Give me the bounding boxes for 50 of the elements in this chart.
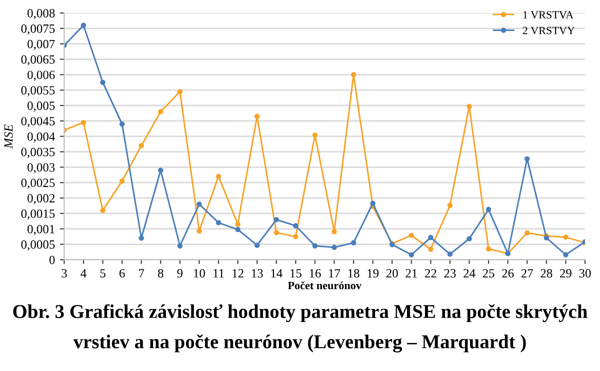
x-tick-label: 15 [290,269,302,278]
y-tick-label: 0 [49,256,55,264]
x-tick-label: 11 [214,269,224,278]
x-tick-label: 19 [368,269,379,278]
legend-label: 2 VRSTVY [522,26,575,34]
x-tick-label: 9 [177,269,183,278]
y-axis-title: MSE [4,124,13,149]
y-tick-label: 0,006 [28,70,55,81]
y-tick-label: 0,008 [28,9,55,20]
x-tick-label: 25 [482,269,494,278]
x-tick-label: 6 [119,269,125,278]
y-tick-label: 0,0025 [21,178,55,189]
x-tick-label: 3 [62,269,67,278]
y-tick-label: 0,001 [28,224,54,236]
y-tick-label: 0,003 [28,163,55,174]
x-tick-label: 23 [444,269,456,278]
y-tick-label: 0,0075 [21,24,55,35]
text: Obr. 3 Grafická závislosť hodnoty parametra MSE na počte skrytých vrstiev a na počte neurónov (Levenberg – Marquardt ) [13,304,588,352]
x-tick-label: 30 [579,269,591,278]
x-tick-label: 28 [540,269,552,278]
y-tick-label: 0,0005 [21,240,55,251]
x-tick-label: 17 [329,269,340,278]
x-tick-label: 12 [232,269,244,278]
x-tick-label: 27 [521,269,534,278]
x-tick-label: 21 [406,269,417,278]
x-tick-label: 8 [158,269,164,278]
y-tick-label: 0,0055 [21,86,55,96]
x-tick-label: 18 [348,269,360,278]
x-tick-label: 4 [80,269,86,278]
x-tick-label: 7 [139,269,144,278]
y-tick-label: 0,0035 [21,148,55,158]
legend-label: 1 VRSTVA [523,11,574,19]
x-tick-label: 5 [100,269,106,278]
y-tick-label: 0,005 [28,102,55,112]
x-tick-label: 29 [560,269,572,278]
y-tick-label: 0,002 [28,194,54,204]
y-tick-label: 0,0015 [21,209,55,220]
x-tick-label: 24 [464,269,476,278]
x-axis-title: Počet neurónov [288,281,362,290]
x-tick-label: 22 [424,269,436,278]
y-tick-label: 0,007 [28,40,55,50]
y-tick-label: 0,004 [28,132,55,143]
x-tick-label: 26 [502,269,514,278]
x-tick-label: 14 [271,269,282,278]
x-tick-label: 16 [310,269,321,278]
x-tick-label: 20 [386,269,398,278]
x-tick-label: 13 [252,269,263,278]
x-tick-label: 10 [194,269,205,278]
y-tick-label: 0,0065 [21,55,55,66]
y-tick-label: 0,0045 [21,116,55,128]
